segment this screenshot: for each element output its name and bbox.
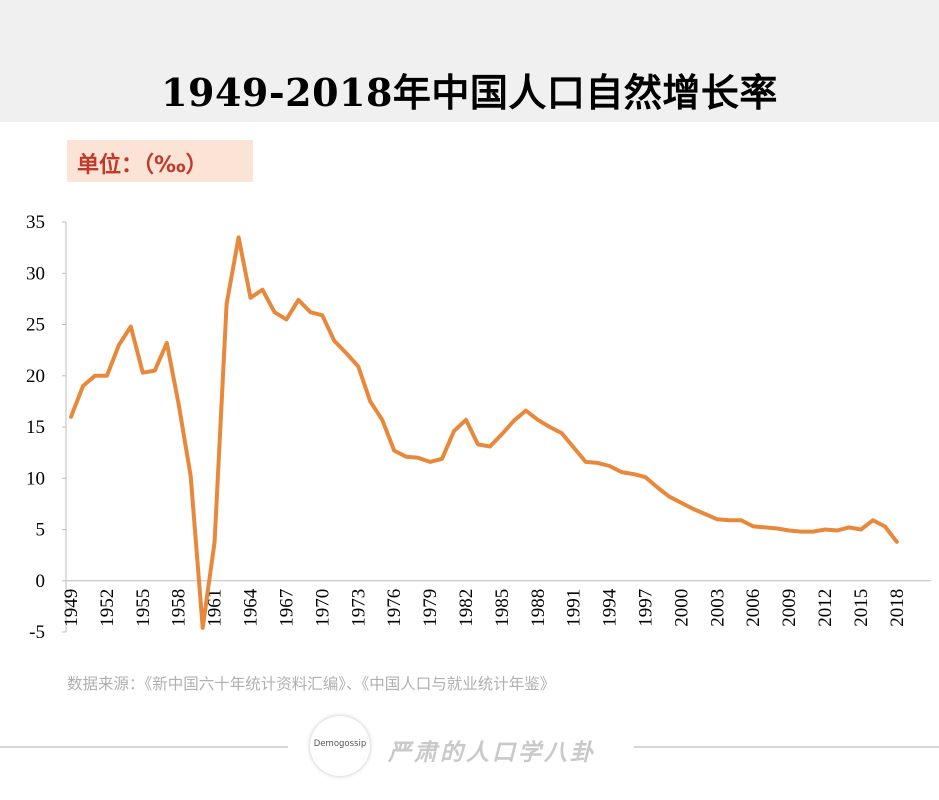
- x-tick-label: 2018: [887, 589, 908, 627]
- x-tick-label: 1979: [420, 589, 441, 627]
- y-tick-label: 5: [36, 520, 46, 541]
- x-tick-label: 1982: [456, 589, 477, 627]
- x-tick-label: 1964: [241, 588, 262, 627]
- x-tick-label: 1994: [600, 588, 621, 627]
- x-tick-label: 1952: [97, 589, 118, 627]
- y-tick-label: 15: [26, 417, 45, 438]
- x-tick-label: 2015: [851, 589, 872, 627]
- series-line: [69, 235, 899, 630]
- footer-divider-right: [634, 746, 939, 748]
- x-tick-label: 2003: [707, 589, 728, 627]
- page-title: 1949-2018年中国人口自然增长率: [161, 70, 778, 115]
- x-tick-label: 1991: [564, 589, 585, 627]
- x-tick-label: 1976: [384, 589, 405, 627]
- x-tick-label: 1958: [169, 589, 190, 627]
- y-tick-label: 25: [26, 315, 45, 336]
- y-tick-label: 0: [36, 571, 46, 592]
- y-tick-label: -5: [29, 622, 45, 643]
- x-tick-label: 1985: [492, 589, 513, 627]
- y-tick-label: 30: [26, 263, 45, 284]
- x-tick-label: 1949: [61, 589, 82, 627]
- footer-brand: 严肃的人口学八卦: [388, 740, 596, 766]
- footer-logo: Demogossip: [310, 716, 370, 776]
- y-tick-label: 10: [26, 468, 45, 489]
- source-note: 数据来源：《新中国六十年统计资料汇编》、《中国人口与就业统计年鉴》: [67, 675, 556, 693]
- x-tick-label: 1997: [636, 589, 657, 627]
- x-tick-label: 2009: [779, 589, 800, 627]
- x-tick-label: 1955: [133, 589, 154, 627]
- x-tick-label: 1973: [348, 589, 369, 627]
- x-tick-label: 1988: [528, 589, 549, 627]
- unit-label: 单位：（‰）: [77, 153, 208, 178]
- x-tick-label: 1961: [205, 589, 226, 627]
- x-tick-label: 1970: [312, 589, 333, 627]
- footer-logo-text: Demogossip: [313, 739, 367, 749]
- y-tick-label: 35: [26, 212, 45, 233]
- y-tick-label: 20: [26, 366, 45, 387]
- x-tick-label: 2012: [815, 589, 836, 627]
- line-chart: -5 0 5 10 15 20 25 30 35 1949 1952 1955 1958 1961 1964…: [26, 212, 931, 643]
- x-tick-label: 1967: [276, 589, 297, 627]
- x-tick-label: 2000: [671, 589, 692, 627]
- footer-divider-left: [0, 746, 288, 748]
- title-bar: [0, 0, 939, 122]
- unit-box: 单位：（‰）: [67, 140, 253, 182]
- x-tick-label: 2006: [743, 589, 764, 627]
